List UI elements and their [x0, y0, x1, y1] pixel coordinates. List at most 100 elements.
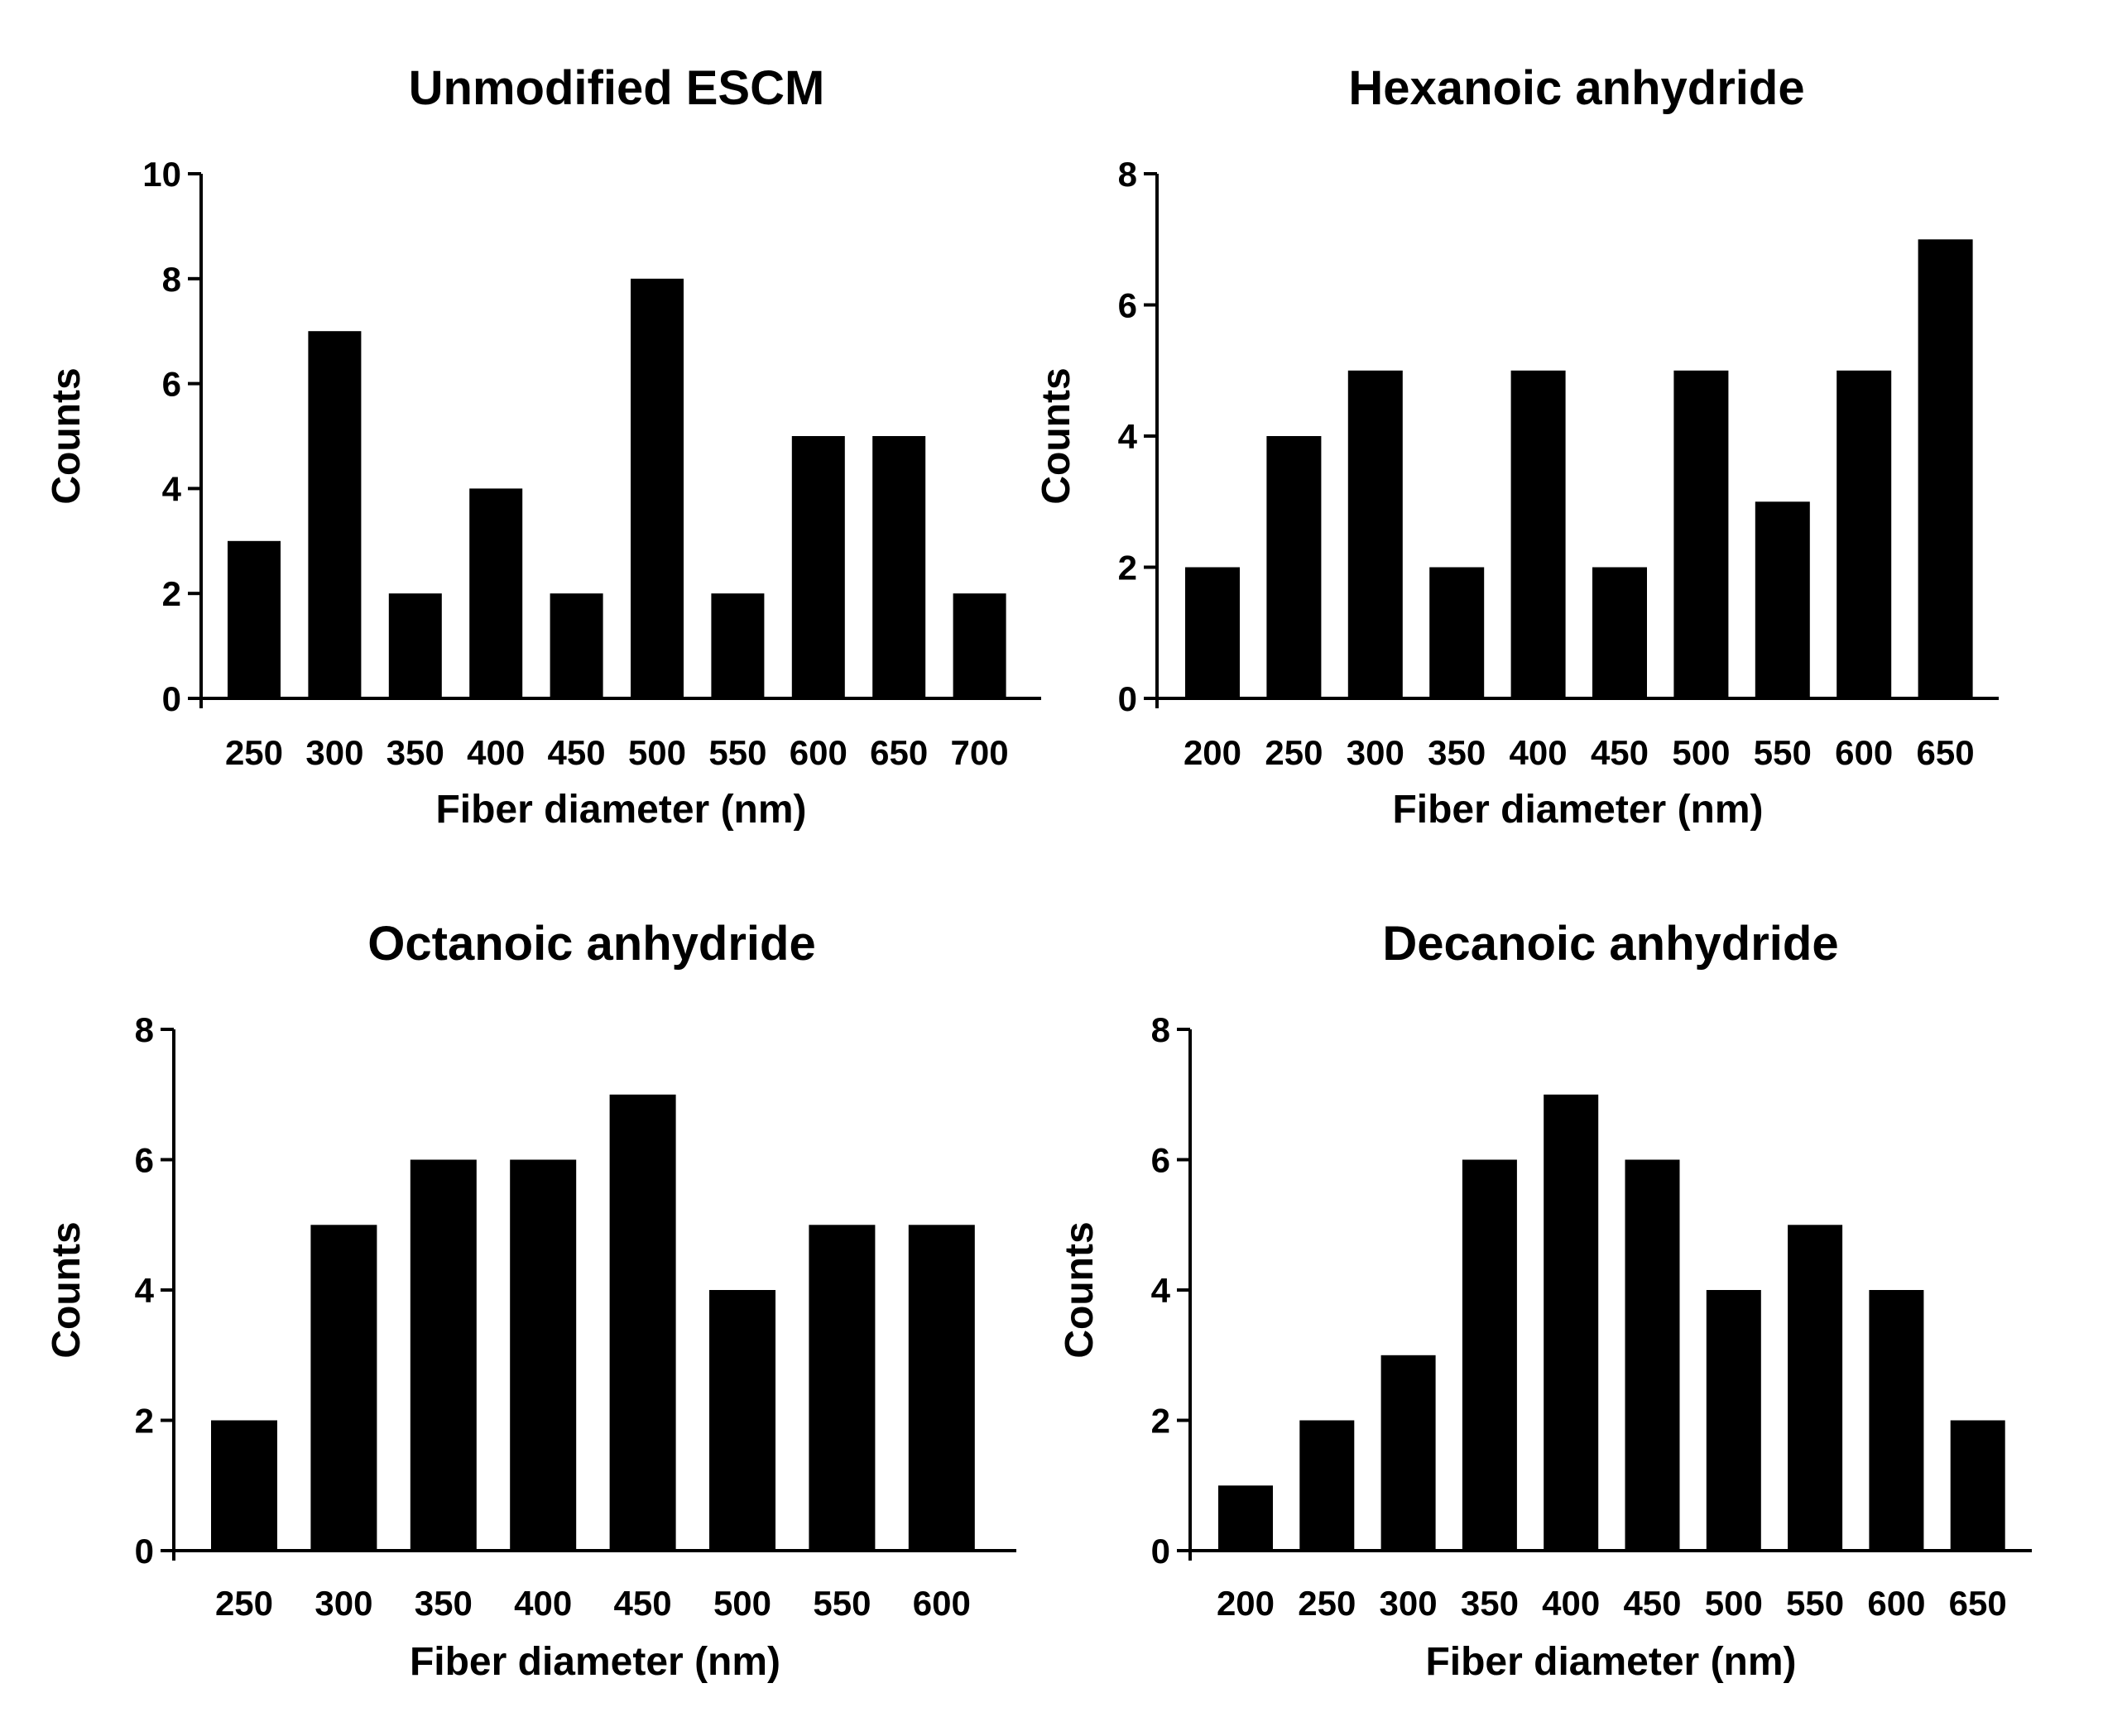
- x-tick-label: 600: [1835, 733, 1893, 772]
- x-tick-label: 550: [813, 1584, 871, 1623]
- bar-550: [1788, 1225, 1843, 1551]
- y-tick-label: 2: [1151, 1402, 1170, 1441]
- x-tick-label: 200: [1184, 733, 1241, 772]
- x-tick-label: 500: [713, 1584, 771, 1623]
- x-tick-label: 400: [467, 733, 525, 772]
- x-tick-label: 600: [1867, 1584, 1925, 1623]
- y-tick-label: 6: [1151, 1141, 1170, 1180]
- y-tick-label: 0: [1151, 1532, 1170, 1571]
- y-tick-label: 2: [162, 574, 181, 613]
- x-tick-label: 400: [1542, 1584, 1600, 1623]
- y-tick-label: 8: [135, 1010, 154, 1049]
- x-tick-label: 550: [708, 733, 766, 772]
- chart-title: Decanoic anhydride: [1382, 917, 1838, 971]
- x-tick-label: 550: [1754, 733, 1812, 772]
- chart-panel-4: Decanoic anhydride 0 2 4 6 8 200 250 300 350 400 45…: [1058, 917, 2032, 1684]
- bar-250: [228, 540, 281, 698]
- x-tick-label: 650: [1917, 733, 1975, 772]
- bar-650: [1950, 1420, 2005, 1551]
- bar-600: [791, 436, 845, 698]
- y-tick-label: 0: [1118, 679, 1137, 718]
- chart-title: Octanoic anhydride: [367, 917, 815, 971]
- x-axis-label: Fiber diameter (nm): [1392, 788, 1763, 832]
- x-tick-label: 350: [1461, 1584, 1519, 1623]
- y-tick-label: 4: [162, 469, 182, 508]
- x-tick-label: 450: [1591, 733, 1649, 772]
- bar-300: [308, 331, 362, 698]
- y-tick-label: 6: [135, 1141, 154, 1180]
- chart-title: Unmodified ESCM: [409, 61, 825, 115]
- bar-450: [550, 593, 603, 698]
- bar-500: [1706, 1290, 1761, 1551]
- y-tick-label: 6: [1118, 286, 1137, 325]
- y-tick-label: 10: [142, 155, 181, 194]
- x-tick-label: 350: [387, 733, 444, 772]
- bar-400: [510, 1159, 577, 1551]
- bar-250: [1266, 436, 1322, 698]
- bar-350: [1429, 567, 1485, 698]
- x-tick-label: 250: [1298, 1584, 1356, 1623]
- x-tick-label: 250: [1265, 733, 1323, 772]
- y-tick-label: 0: [135, 1532, 154, 1571]
- bar-400: [469, 488, 523, 698]
- y-tick-label: 4: [135, 1271, 155, 1310]
- bar-500: [631, 278, 684, 698]
- x-tick-label: 600: [790, 733, 847, 772]
- bar-500: [1673, 370, 1729, 699]
- x-tick-label: 700: [951, 733, 1009, 772]
- bar-200: [1185, 567, 1240, 698]
- bar-550: [809, 1225, 876, 1551]
- chart-title: Hexanoic anhydride: [1348, 61, 1804, 115]
- chart-panel-2: Hexanoic anhydride 0 2 4 6 8 200 250 300 350 400 45…: [1035, 61, 1999, 832]
- y-tick-label: 2: [135, 1402, 154, 1441]
- y-tick-label: 0: [162, 679, 181, 718]
- x-tick-label: 500: [1705, 1584, 1763, 1623]
- bar-450: [1592, 567, 1647, 698]
- bar-550: [711, 593, 765, 698]
- y-axis-label: Counts: [1035, 367, 1078, 504]
- bar-500: [709, 1290, 775, 1551]
- bar-600: [1837, 370, 1892, 699]
- x-axis-label: Fiber diameter (nm): [1425, 1640, 1796, 1684]
- bar-550: [1755, 501, 1810, 699]
- y-axis-label: Counts: [45, 1221, 89, 1358]
- chart-panel-1: Unmodified ESCM 0 2 4 6 8 10 250 300 350 400 450 500…: [45, 61, 1041, 832]
- x-tick-label: 500: [1672, 733, 1730, 772]
- x-tick-label: 650: [1949, 1584, 2007, 1623]
- x-tick-label: 300: [1380, 1584, 1438, 1623]
- x-tick-label: 200: [1217, 1584, 1275, 1623]
- x-tick-label: 300: [314, 1584, 372, 1623]
- bar-350: [388, 593, 442, 698]
- x-tick-label: 550: [1786, 1584, 1844, 1623]
- y-tick-label: 6: [162, 365, 181, 404]
- y-axis-label: Counts: [45, 367, 89, 504]
- x-tick-label: 250: [215, 1584, 273, 1623]
- bar-250: [211, 1420, 277, 1551]
- bar-650: [1918, 239, 1973, 699]
- x-tick-label: 450: [614, 1584, 672, 1623]
- bar-400: [1510, 370, 1566, 699]
- bar-600: [908, 1225, 975, 1551]
- bar-200: [1218, 1485, 1273, 1551]
- bar-650: [872, 436, 926, 698]
- y-tick-label: 8: [1118, 155, 1137, 194]
- x-tick-label: 350: [1428, 733, 1486, 772]
- y-tick-label: 2: [1118, 549, 1137, 587]
- y-axis-label: Counts: [1058, 1221, 1102, 1358]
- bar-450: [1625, 1159, 1680, 1551]
- x-axis-label: Fiber diameter (nm): [410, 1640, 780, 1684]
- y-tick-label: 4: [1118, 417, 1138, 456]
- x-tick-label: 300: [305, 733, 363, 772]
- x-axis-label: Fiber diameter (nm): [435, 788, 806, 832]
- y-tick-label: 8: [162, 260, 181, 299]
- bar-600: [1869, 1290, 1924, 1551]
- chart-panel-3: Octanoic anhydride 0 2 4 6 8 250 300 350 400 450 50…: [45, 917, 1016, 1684]
- bar-700: [953, 593, 1006, 698]
- x-tick-label: 400: [514, 1584, 572, 1623]
- bar-400: [1544, 1094, 1599, 1551]
- bar-350: [410, 1159, 477, 1551]
- bar-450: [609, 1094, 676, 1551]
- y-tick-label: 8: [1151, 1010, 1170, 1049]
- y-tick-label: 4: [1151, 1271, 1171, 1310]
